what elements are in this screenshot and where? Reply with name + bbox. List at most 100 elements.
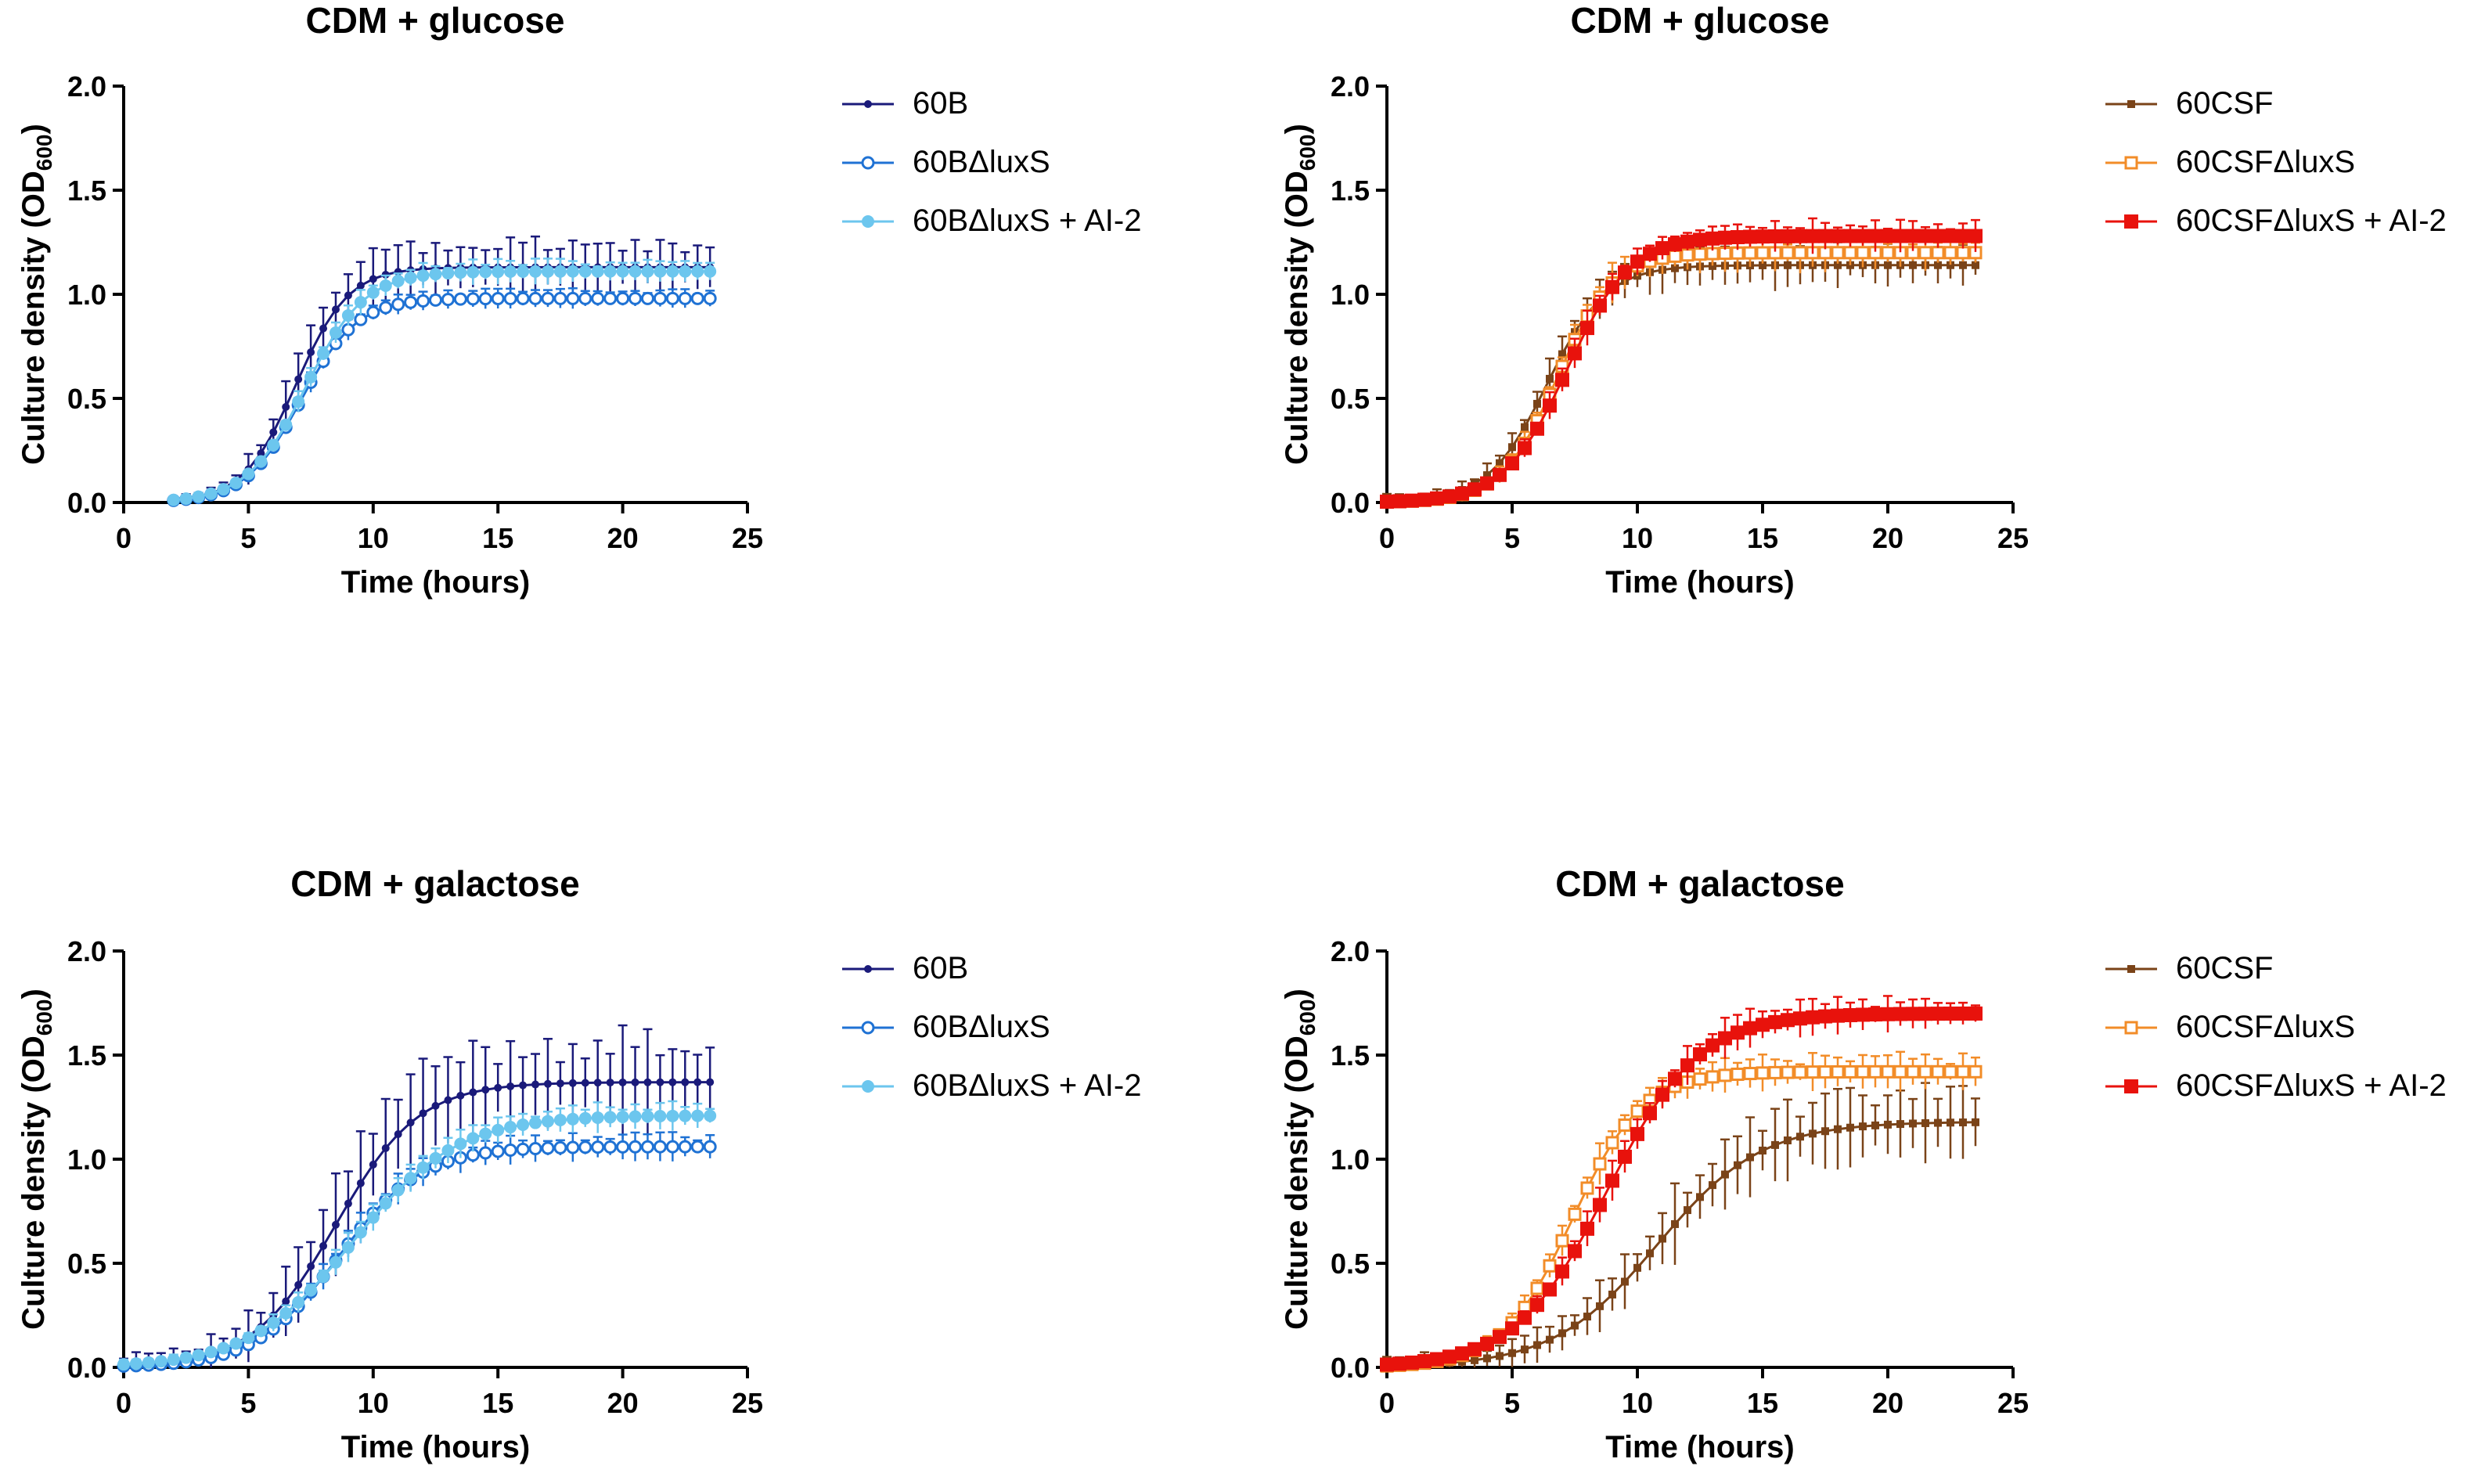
- data-point: [1846, 1123, 1854, 1132]
- data-point: [242, 1331, 255, 1345]
- legend-entry: 60CSF: [2105, 86, 2274, 121]
- data-point: [1568, 346, 1582, 361]
- data-point: [1893, 1007, 1907, 1021]
- x-tick-label: 25: [1997, 522, 2029, 554]
- data-point: [1580, 1181, 1594, 1195]
- data-point: [1881, 1007, 1895, 1021]
- series-3: [117, 1100, 717, 1371]
- y-tick-label: 1.5: [1331, 175, 1370, 207]
- data-point: [1693, 247, 1707, 261]
- data-point: [1442, 1349, 1457, 1364]
- data-point: [1959, 1118, 1967, 1127]
- data-point: [541, 1141, 555, 1155]
- data-point: [529, 265, 542, 278]
- data-point: [466, 1132, 480, 1145]
- data-point: [242, 467, 255, 481]
- data-point: [1759, 1147, 1767, 1155]
- data-point: [1392, 1356, 1406, 1371]
- y-tick-label: 1.5: [67, 175, 106, 207]
- data-point: [1843, 229, 1857, 243]
- data-point: [1392, 494, 1406, 509]
- data-point: [1831, 246, 1845, 260]
- data-point: [1968, 1006, 1983, 1021]
- data-point: [1756, 246, 1770, 260]
- data-point: [229, 1337, 243, 1350]
- data-point: [628, 291, 643, 305]
- data-point: [1956, 229, 1970, 243]
- data-point: [603, 1111, 617, 1124]
- data-point: [591, 291, 605, 305]
- data-point: [679, 1109, 692, 1122]
- data-point: [404, 295, 418, 309]
- legend-label: 60CSFΔluxS + AI-2: [2176, 1068, 2447, 1103]
- x-tick-label: 0: [1379, 1387, 1395, 1419]
- series-line: [173, 297, 711, 502]
- y-tick-label: 0.0: [67, 1352, 106, 1384]
- data-point: [304, 1284, 318, 1297]
- data-point: [1843, 246, 1857, 260]
- data-point: [1555, 373, 1569, 387]
- data-point: [478, 292, 492, 306]
- data-point: [1483, 471, 1491, 480]
- data-point: [641, 1110, 654, 1123]
- data-point: [1756, 229, 1770, 244]
- data-point: [643, 1078, 652, 1086]
- data-point: [1630, 1104, 1644, 1118]
- data-point: [1693, 1072, 1707, 1086]
- data-point: [366, 286, 380, 299]
- data-point: [354, 312, 368, 326]
- x-tick-label: 15: [1747, 522, 1778, 554]
- data-point: [117, 1358, 130, 1371]
- data-point: [1909, 261, 1917, 269]
- data-point: [1680, 1058, 1694, 1073]
- legend-entry: 60B: [842, 86, 968, 121]
- data-point: [1721, 1170, 1729, 1179]
- data-point: [566, 1140, 580, 1154]
- y-tick-label: 1.0: [67, 1144, 106, 1176]
- data-point: [1505, 456, 1519, 471]
- data-point: [640, 1140, 654, 1154]
- data-point: [492, 265, 505, 279]
- data-point: [1918, 229, 1932, 243]
- data-point: [192, 1349, 205, 1362]
- data-point: [553, 1140, 567, 1154]
- data-point: [1943, 1064, 1957, 1079]
- data-point: [391, 274, 405, 287]
- data-point: [1806, 229, 1820, 243]
- chart-title: CDM + galactose: [1555, 863, 1844, 904]
- data-point: [1680, 234, 1694, 249]
- data-point: [578, 1111, 592, 1125]
- data-point: [1881, 1064, 1895, 1079]
- data-point: [1831, 1008, 1845, 1023]
- x-tick-label: 5: [240, 1387, 256, 1419]
- data-point: [441, 267, 455, 280]
- data-point: [192, 490, 205, 503]
- data-point: [217, 1342, 230, 1355]
- data-point: [1380, 494, 1394, 509]
- y-axis-label: Culture density (OD600): [1280, 989, 1320, 1330]
- data-point: [1684, 1206, 1691, 1215]
- x-tick-label: 5: [1504, 522, 1520, 554]
- data-point: [616, 291, 630, 305]
- legend-entry: 60BΔluxS: [842, 145, 1050, 179]
- data-point: [354, 296, 367, 309]
- data-point: [1630, 1126, 1644, 1141]
- data-point: [690, 1140, 704, 1154]
- data-point: [578, 265, 592, 278]
- data-point: [1731, 1068, 1745, 1082]
- data-point: [329, 1255, 342, 1269]
- data-point: [1468, 1342, 1482, 1356]
- data-point: [366, 1211, 380, 1224]
- data-point: [341, 322, 355, 337]
- legend-label: 60CSF: [2176, 86, 2274, 121]
- data-point: [1796, 1133, 1804, 1141]
- data-point: [1781, 1013, 1795, 1028]
- series-line: [1386, 264, 1975, 503]
- data-point: [492, 1123, 505, 1136]
- legend-entry: 60CSFΔluxS: [2105, 1010, 2355, 1044]
- data-point: [1906, 1064, 1920, 1079]
- x-tick-label: 5: [1504, 1387, 1520, 1419]
- data-point: [466, 265, 480, 279]
- data-point: [1718, 1031, 1732, 1046]
- data-point: [504, 1121, 517, 1134]
